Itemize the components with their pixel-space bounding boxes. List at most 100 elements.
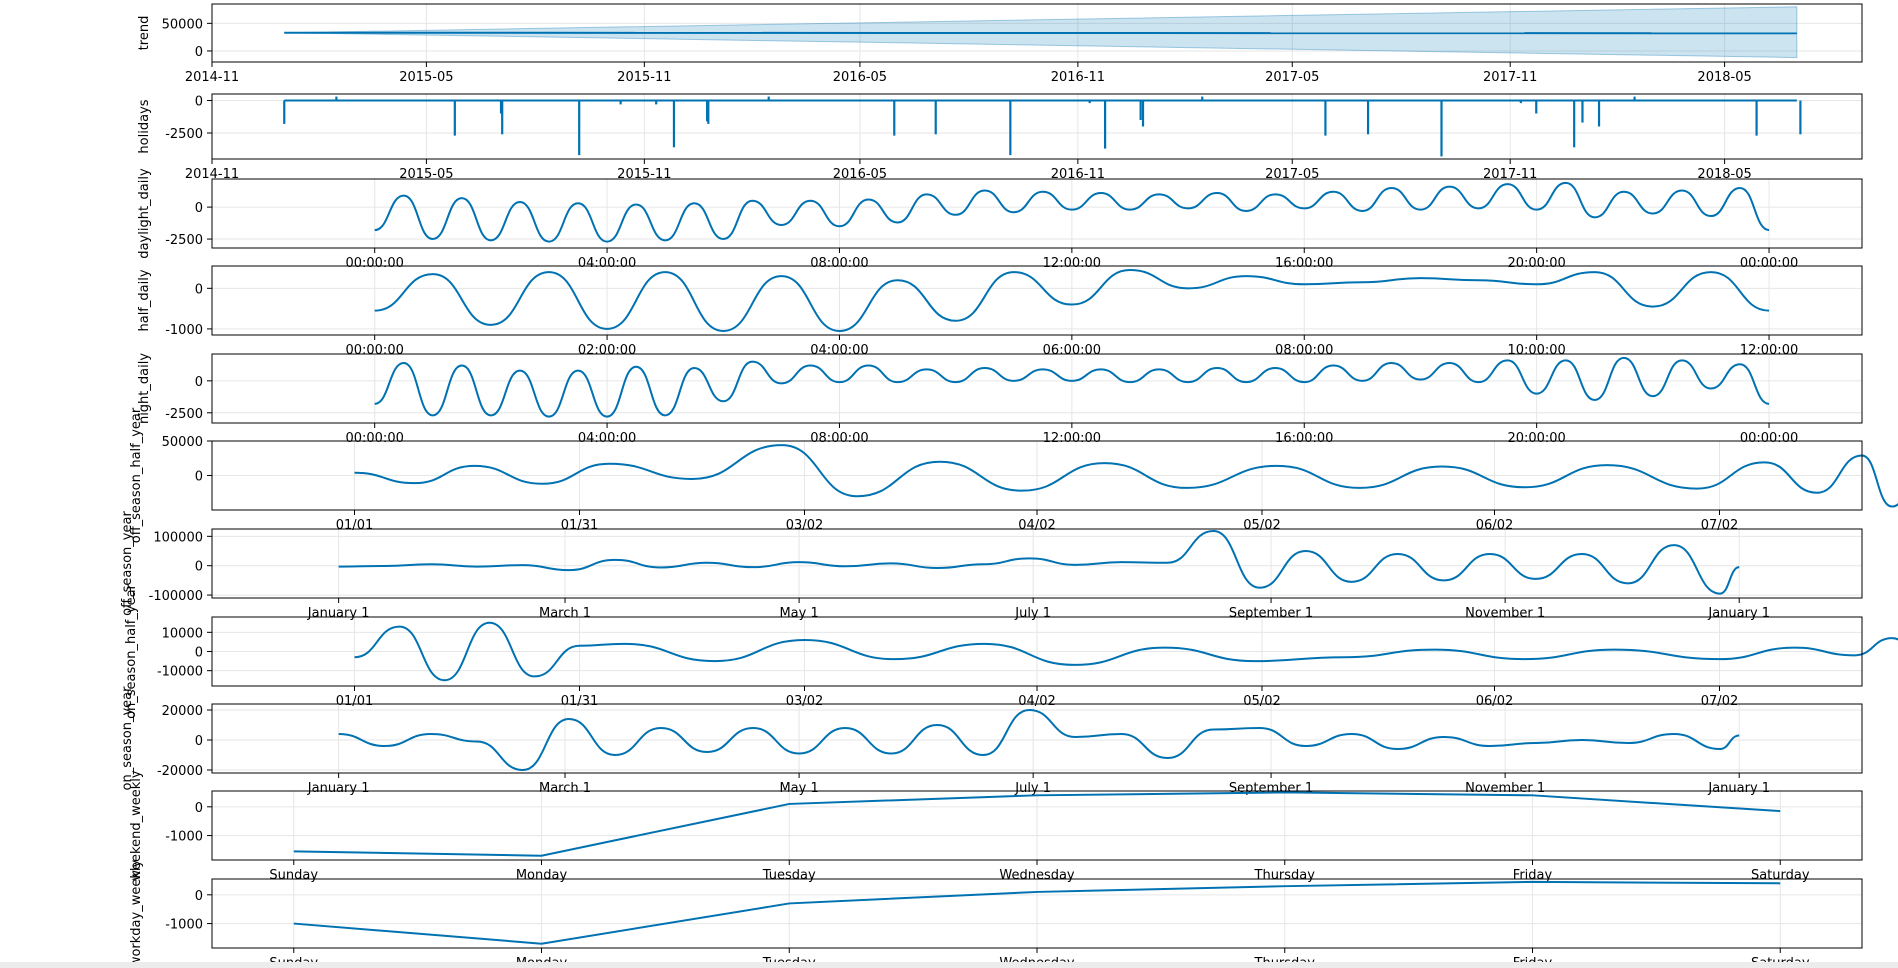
x-tick-label: 2015-05 bbox=[399, 167, 453, 182]
y-tick-label: -2500 bbox=[165, 407, 203, 422]
panel-off_season_year: January 1 March 1 May 1 July 1 September 1 No… bbox=[120, 511, 1863, 621]
x-tick-label: 05/02 bbox=[1243, 518, 1280, 533]
series-line-off_season_year bbox=[338, 530, 1740, 595]
x-tick-label: 04/02 bbox=[1018, 694, 1055, 709]
x-tick-label: 01/31 bbox=[561, 694, 598, 709]
x-tick-label: 03/02 bbox=[786, 518, 823, 533]
series-line-night_daily bbox=[374, 356, 1770, 418]
series-line-weekend_weekly bbox=[293, 791, 1781, 857]
x-tick-label: January 1 bbox=[1707, 781, 1770, 796]
x-tick-label: 20:00:00 bbox=[1507, 256, 1565, 271]
series-line-trend bbox=[284, 31, 1797, 35]
panel-weekend_weekly: Sunday Monday Tuesday Wednesday Thursday Frid… bbox=[129, 770, 1863, 883]
y-tick-label: 0 bbox=[195, 282, 203, 297]
y-axis-label: holidays bbox=[137, 99, 152, 153]
window-bottom-band bbox=[0, 962, 1898, 968]
series-line-workday_weekly bbox=[293, 880, 1781, 945]
y-tick-label: 0 bbox=[195, 646, 203, 661]
x-tick-label: September 1 bbox=[1229, 606, 1313, 621]
series-line-daylight_daily bbox=[374, 181, 1770, 243]
y-tick-label: -2500 bbox=[165, 233, 203, 248]
x-tick-label: 04:00:00 bbox=[578, 256, 636, 271]
x-tick-label: 2016-11 bbox=[1051, 70, 1105, 85]
y-tick-label: 100000 bbox=[153, 530, 203, 545]
series-line-half_daily bbox=[374, 269, 1770, 332]
x-tick-label: 01/01 bbox=[336, 518, 373, 533]
x-tick-label: 2017-11 bbox=[1483, 167, 1537, 182]
y-tick-label: -10000 bbox=[157, 665, 203, 680]
x-tick-label: 07/02 bbox=[1701, 694, 1738, 709]
y-tick-label: 0 bbox=[195, 201, 203, 216]
axes-frame bbox=[211, 265, 1863, 336]
x-tick-label: 08:00:00 bbox=[810, 256, 868, 271]
y-tick-label: -1000 bbox=[165, 918, 203, 933]
y-tick-label: -1000 bbox=[165, 830, 203, 845]
x-tick-label: 08:00:00 bbox=[810, 431, 868, 446]
axes-frame bbox=[211, 93, 1863, 160]
x-tick-label: 16:00:00 bbox=[1275, 256, 1333, 271]
x-tick-label: 2017-05 bbox=[1265, 70, 1319, 85]
x-tick-label: May 1 bbox=[779, 606, 818, 621]
y-tick-label: 0 bbox=[195, 95, 203, 110]
y-axis-label: weekend_weekly bbox=[129, 770, 144, 880]
x-tick-label: November 1 bbox=[1465, 606, 1545, 621]
x-tick-label: 2018-05 bbox=[1697, 167, 1751, 182]
x-tick-label: 03/02 bbox=[786, 694, 823, 709]
y-tick-label: 0 bbox=[195, 375, 203, 390]
y-tick-label: 0 bbox=[195, 560, 203, 575]
x-tick-label: 2014-11 bbox=[185, 167, 239, 182]
panel-trend: 2014-11 2015-05 2015-11 2016-05 2016-11 2017-… bbox=[137, 3, 1863, 85]
series-line-off_season_half_year bbox=[354, 444, 1898, 508]
x-tick-label: 04:00:00 bbox=[578, 431, 636, 446]
panel-daylight_daily: 00:00:00 04:00:00 08:00:00 12:00:00 16:00:00… bbox=[137, 168, 1863, 271]
y-axis-label: daylight_daily bbox=[137, 168, 152, 259]
x-tick-label: 01/01 bbox=[336, 694, 373, 709]
y-tick-label: 50000 bbox=[162, 17, 203, 32]
y-tick-label: 0 bbox=[195, 889, 203, 904]
x-tick-label: 20:00:00 bbox=[1507, 431, 1565, 446]
x-tick-label: 04/02 bbox=[1018, 518, 1055, 533]
x-tick-label: 12:00:00 bbox=[1043, 256, 1101, 271]
y-axis-label: trend bbox=[137, 16, 152, 51]
x-tick-label: 12:00:00 bbox=[1043, 431, 1101, 446]
x-tick-label: 2016-11 bbox=[1051, 167, 1105, 182]
y-tick-label: 10000 bbox=[162, 626, 203, 641]
x-tick-label: March 1 bbox=[539, 781, 591, 796]
panel-half_daily: 00:00:00 02:00:00 04:00:00 06:00:00 08:00:00… bbox=[137, 265, 1863, 358]
y-tick-label: -2500 bbox=[165, 127, 203, 142]
x-tick-label: 05/02 bbox=[1243, 694, 1280, 709]
x-tick-label: 2015-11 bbox=[617, 167, 671, 182]
y-tick-label: -20000 bbox=[157, 764, 203, 779]
axes-frame bbox=[211, 703, 1863, 774]
x-tick-label: 07/02 bbox=[1701, 518, 1738, 533]
x-tick-label: 01/31 bbox=[561, 518, 598, 533]
panel-off_season_half_year: 01/01 01/31 03/02 04/02 05/02 06/02 07/02 0 5000… bbox=[129, 407, 1898, 543]
series-line-on_season_half_year bbox=[354, 621, 1898, 682]
axes-frame bbox=[211, 528, 1863, 599]
y-tick-label: 0 bbox=[195, 45, 203, 60]
y-tick-label: 20000 bbox=[162, 704, 203, 719]
y-tick-label: 0 bbox=[195, 470, 203, 485]
x-tick-label: July 1 bbox=[1014, 781, 1051, 796]
x-tick-label: 2017-11 bbox=[1483, 70, 1537, 85]
x-tick-label: January 1 bbox=[1707, 606, 1770, 621]
x-tick-label: July 1 bbox=[1014, 606, 1051, 621]
x-tick-label: 2016-05 bbox=[833, 70, 887, 85]
x-tick-label: 06/02 bbox=[1476, 694, 1513, 709]
panel-workday_weekly: SundayMondayTuesdayWednesdayThursdayFrid… bbox=[129, 860, 1863, 968]
x-tick-label: 2015-11 bbox=[617, 70, 671, 85]
y-axis-label: on_season_year bbox=[120, 686, 135, 791]
x-tick-label: January 1 bbox=[307, 606, 370, 621]
y-tick-label: 0 bbox=[195, 734, 203, 749]
series-line-on_season_year bbox=[338, 708, 1740, 772]
panel-night_daily: 00:00:00 04:00:00 08:00:00 12:00:00 16:00:00… bbox=[137, 353, 1863, 446]
y-axis-label: half_daily bbox=[137, 269, 152, 331]
y-tick-label: -1000 bbox=[165, 323, 203, 338]
x-tick-label: November 1 bbox=[1465, 781, 1545, 796]
x-tick-label: 2017-05 bbox=[1265, 167, 1319, 182]
x-tick-label: 16:00:00 bbox=[1275, 431, 1333, 446]
x-tick-label: 2018-05 bbox=[1697, 70, 1751, 85]
y-axis-label: on_season_half_year bbox=[124, 583, 139, 718]
axes-frame bbox=[211, 3, 1863, 63]
